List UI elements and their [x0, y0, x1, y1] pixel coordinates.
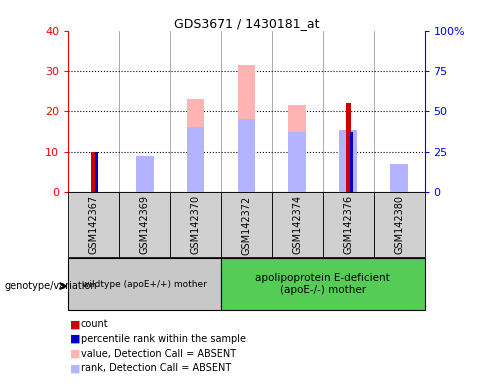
Bar — [95, 152, 99, 192]
Bar — [323, 192, 374, 257]
Text: GSM142380: GSM142380 — [394, 195, 404, 254]
Text: ■: ■ — [70, 363, 81, 373]
Bar — [272, 192, 323, 257]
Bar — [374, 192, 425, 257]
Bar — [390, 174, 408, 192]
Bar — [170, 192, 221, 257]
Text: GSM142367: GSM142367 — [89, 195, 99, 254]
Bar — [186, 127, 204, 192]
Text: percentile rank within the sample: percentile rank within the sample — [81, 334, 245, 344]
Bar — [221, 258, 425, 310]
Text: ■: ■ — [70, 349, 81, 359]
Text: value, Detection Call = ABSENT: value, Detection Call = ABSENT — [81, 349, 236, 359]
Bar — [68, 258, 221, 310]
Bar — [288, 105, 306, 192]
Text: GSM142370: GSM142370 — [190, 195, 201, 254]
Bar — [91, 152, 96, 192]
Bar — [136, 158, 154, 192]
Bar — [136, 156, 154, 192]
Bar — [68, 192, 119, 257]
Bar — [119, 192, 170, 257]
Bar — [339, 131, 357, 192]
Text: GSM142372: GSM142372 — [242, 195, 251, 255]
Title: GDS3671 / 1430181_at: GDS3671 / 1430181_at — [174, 17, 319, 30]
Text: wildtype (apoE+/+) mother: wildtype (apoE+/+) mother — [82, 280, 207, 289]
Text: GSM142374: GSM142374 — [292, 195, 303, 254]
Text: GSM142369: GSM142369 — [140, 195, 150, 254]
Text: count: count — [81, 319, 108, 329]
Text: ■: ■ — [70, 334, 81, 344]
Bar — [221, 192, 272, 257]
Text: ■: ■ — [70, 319, 81, 329]
Text: apolipoprotein E-deficient
(apoE-/-) mother: apolipoprotein E-deficient (apoE-/-) mot… — [255, 273, 390, 295]
Bar — [350, 131, 353, 192]
Text: rank, Detection Call = ABSENT: rank, Detection Call = ABSENT — [81, 363, 231, 373]
Text: genotype/variation: genotype/variation — [5, 281, 98, 291]
Bar — [288, 131, 306, 192]
Bar — [390, 164, 408, 192]
Bar — [238, 119, 255, 192]
Bar — [238, 65, 255, 192]
Bar — [339, 129, 357, 192]
Text: GSM142376: GSM142376 — [343, 195, 353, 254]
Bar — [186, 99, 204, 192]
Bar — [346, 103, 351, 192]
